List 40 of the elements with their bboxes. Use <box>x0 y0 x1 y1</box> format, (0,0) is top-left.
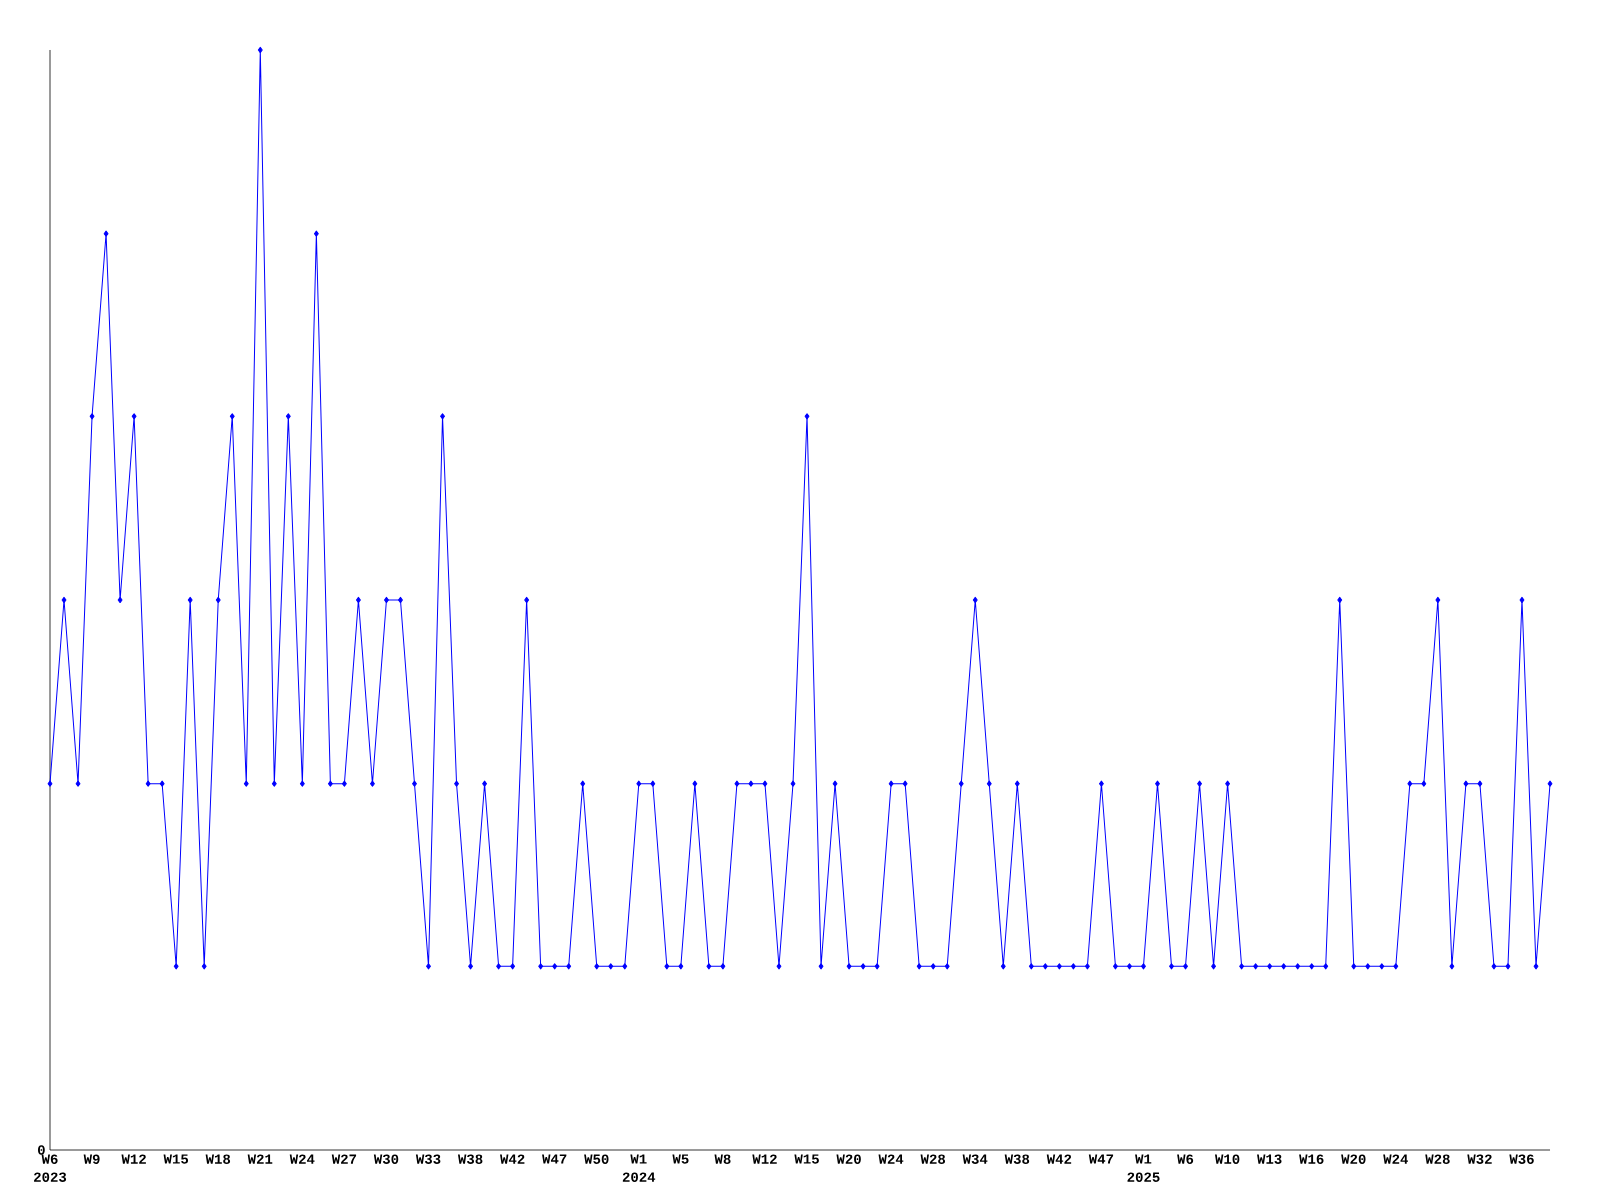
x-tick-label: W15 <box>794 1154 819 1164</box>
text: 2024 <box>622 1172 656 1182</box>
x-tick-label: W33 <box>415 1154 441 1164</box>
x-tick-label: W5 <box>672 1154 689 1164</box>
x-tick-label: W42 <box>1046 1154 1072 1164</box>
x-tick-label: W28 <box>1425 1154 1450 1164</box>
text: 2025 <box>1127 1172 1160 1182</box>
x-tick-label: W15 <box>163 1154 189 1164</box>
x-tick-label: W30 <box>373 1154 399 1164</box>
x-tick-label: W38 <box>457 1154 483 1164</box>
x-tick-label: W47 <box>542 1154 567 1164</box>
x-tick-label: W1 <box>630 1154 647 1164</box>
x-tick-label: W21 <box>247 1154 273 1164</box>
x-tick-label: W32 <box>1467 1154 1492 1164</box>
x-tick-label: W12 <box>121 1154 146 1164</box>
x-tick-label: W24 <box>878 1154 904 1164</box>
x-tick-label: W12 <box>752 1154 777 1164</box>
x-tick-label: W50 <box>584 1154 609 1164</box>
x-tick-label: W10 <box>1214 1154 1240 1164</box>
x-tick-label: W13 <box>1257 1154 1282 1164</box>
x-tick-label: W18 <box>205 1154 231 1164</box>
x-tick-label: W34 <box>962 1154 988 1164</box>
x-tick-label: W27 <box>331 1154 357 1164</box>
text: 2023 <box>34 1172 67 1182</box>
x-tick-label: W24 <box>1383 1154 1408 1164</box>
x-tick-label: W6 <box>1177 1154 1194 1164</box>
x-tick-label: W20 <box>836 1154 861 1164</box>
x-tick-label: W28 <box>920 1154 946 1164</box>
x-tick-label: W16 <box>1299 1154 1324 1164</box>
x-tick-label: W24 <box>289 1154 315 1164</box>
x-tick-label: W42 <box>500 1154 525 1164</box>
x-tick-label: W36 <box>1509 1154 1534 1164</box>
x-tick-label: W1 <box>1135 1154 1152 1164</box>
x-tick-label: W6 <box>41 1154 58 1164</box>
x-tick-label: W9 <box>83 1154 100 1164</box>
x-tick-label: W38 <box>1004 1154 1030 1164</box>
x-tick-label: W20 <box>1341 1154 1366 1164</box>
x-tick-label: W8 <box>714 1154 731 1164</box>
x-tick-label: W47 <box>1088 1154 1114 1164</box>
text: 0 <box>37 1145 45 1155</box>
